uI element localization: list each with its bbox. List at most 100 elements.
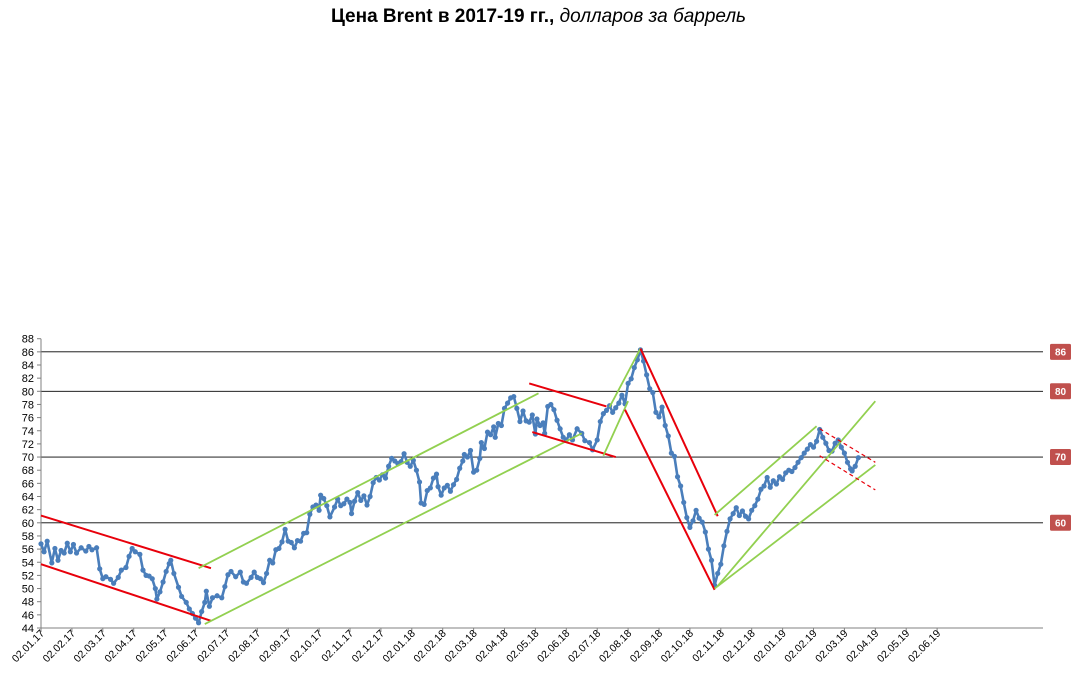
x-tick-label: 02.07.17	[195, 628, 232, 665]
series-point	[433, 471, 440, 477]
x-tick-label: 02.10.17	[288, 628, 325, 665]
series-point	[282, 526, 288, 532]
y-tick-label: 66	[22, 478, 34, 490]
trend-line	[204, 432, 583, 625]
series-point	[370, 480, 376, 486]
series-point	[206, 603, 213, 609]
x-tick-label: 02.07.18	[566, 628, 603, 665]
x-tick-label: 02.01.19	[751, 628, 788, 665]
y-tick-label: 82	[22, 373, 34, 385]
series-point	[727, 516, 733, 522]
series-point	[852, 463, 858, 469]
chart-title: Цена Brent в 2017-19 гг., долларов за ба…	[0, 6, 1077, 28]
series-point	[699, 519, 705, 525]
series-point	[64, 540, 70, 546]
series-point	[684, 514, 690, 521]
series-point	[430, 475, 437, 481]
series-point	[297, 538, 304, 544]
series-point	[251, 569, 257, 575]
series-point	[582, 438, 588, 444]
series-point	[659, 404, 665, 410]
series-point	[195, 620, 202, 626]
series-point	[183, 599, 189, 605]
series-point	[209, 595, 216, 601]
series-point	[755, 496, 761, 502]
series-point	[586, 439, 593, 446]
x-tick-label: 02.06.19	[906, 628, 943, 665]
series-point	[767, 484, 773, 490]
series-point	[705, 546, 712, 552]
series-point	[61, 550, 67, 556]
series-point	[225, 572, 231, 578]
series-point	[724, 528, 730, 534]
trend-line	[198, 392, 539, 569]
series-point	[344, 496, 350, 502]
series-point	[554, 417, 560, 423]
series-point	[233, 574, 239, 580]
series-point	[823, 440, 829, 446]
chart-title-main: Цена Brent в 2017-19 гг.,	[330, 6, 555, 27]
y-tick-label: 80	[22, 386, 34, 398]
series-point	[304, 530, 310, 536]
series-point	[804, 446, 810, 452]
series-point	[288, 539, 294, 546]
y-tick-label: 72	[22, 439, 34, 451]
series-point	[813, 438, 820, 444]
series-point	[631, 365, 637, 371]
series-point	[327, 514, 333, 520]
x-tick-label: 02.02.18	[411, 628, 448, 665]
y-tick-label: 74	[22, 426, 34, 438]
series-point	[844, 459, 851, 465]
series-point	[103, 574, 109, 580]
series-point	[708, 557, 715, 563]
series-point	[160, 579, 166, 585]
series-point	[789, 468, 795, 475]
series-point	[464, 454, 471, 460]
series-point	[616, 400, 622, 406]
series-point	[491, 424, 497, 430]
series-point	[175, 584, 182, 590]
series-point	[460, 458, 466, 464]
trend-line-dashed	[819, 428, 876, 463]
series-point	[551, 407, 557, 413]
trend-line	[717, 400, 876, 587]
series-point	[347, 499, 353, 506]
series-point	[534, 416, 540, 422]
trend-line	[602, 400, 629, 457]
series-point	[566, 432, 572, 438]
series-point	[548, 401, 554, 408]
series-point	[407, 463, 413, 469]
y-tick-label: 78	[22, 399, 34, 411]
series-point	[376, 477, 382, 483]
series-point	[792, 464, 798, 471]
series-point	[477, 455, 483, 461]
y-tick-label: 62	[22, 505, 34, 517]
series-point	[140, 567, 146, 573]
series-point	[761, 483, 767, 489]
series-point	[83, 548, 89, 554]
series-point	[693, 507, 699, 513]
series-point	[89, 547, 95, 553]
series-point	[444, 482, 450, 488]
series-point	[316, 507, 322, 513]
trend-line-dashed	[819, 455, 876, 491]
series-point	[656, 414, 662, 420]
series-point	[94, 545, 100, 551]
series-point	[132, 549, 138, 555]
y-tick-label: 60	[22, 518, 34, 530]
series-point	[243, 580, 250, 586]
series-point	[613, 405, 619, 411]
series-point	[733, 505, 739, 511]
y-tick-label: 88	[22, 334, 34, 346]
series-point	[78, 545, 84, 551]
series-point	[752, 503, 758, 509]
level-badge	[1050, 383, 1071, 400]
series-point	[123, 564, 129, 571]
series-point	[749, 507, 755, 513]
x-tick-label: 02.05.17	[133, 628, 170, 665]
series-point	[41, 549, 47, 555]
series-point	[126, 553, 132, 559]
series-point	[203, 588, 209, 594]
series-point	[690, 518, 696, 524]
series-point	[352, 498, 358, 504]
